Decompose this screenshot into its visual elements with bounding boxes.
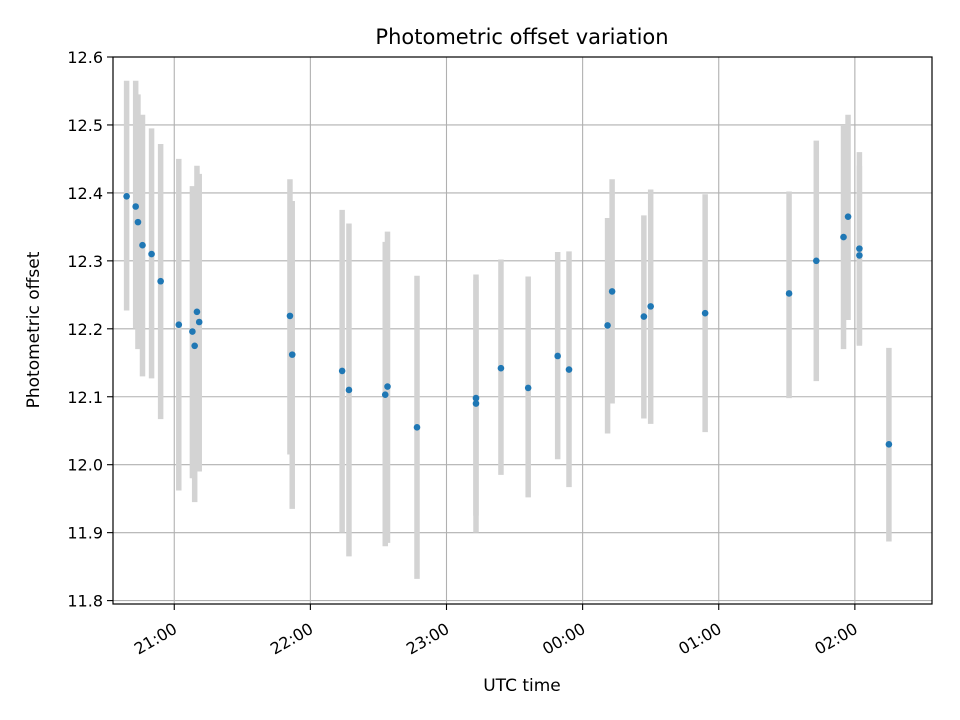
data-point <box>640 313 648 320</box>
data-point <box>288 351 296 358</box>
data-point <box>148 250 155 258</box>
data-point <box>844 213 852 220</box>
data-point <box>191 342 198 350</box>
data-point <box>286 312 294 320</box>
data-point <box>139 241 146 249</box>
y-tick-label: 12.6 <box>67 48 103 67</box>
data-point <box>554 352 561 360</box>
data-point <box>384 383 391 390</box>
data-point <box>338 367 346 375</box>
y-axis-ticks: 11.8 11.9 12.0 12.1 12.2 12.3 12.4 12.5 12.6 <box>67 48 113 611</box>
data-point <box>193 308 201 316</box>
data-point <box>345 386 353 394</box>
plot-area-background <box>113 57 932 604</box>
y-tick-label: 12.5 <box>67 116 103 135</box>
y-tick-label: 11.8 <box>67 592 103 611</box>
data-point <box>856 252 863 259</box>
data-point <box>175 321 183 329</box>
data-points <box>123 192 893 448</box>
data-point <box>565 366 573 373</box>
data-point <box>195 318 203 326</box>
data-point <box>497 364 505 372</box>
data-point <box>524 384 532 392</box>
y-tick-label: 12.3 <box>67 252 103 271</box>
data-point <box>785 290 793 297</box>
data-point <box>413 424 421 431</box>
data-point <box>647 303 654 310</box>
data-point <box>840 233 847 241</box>
data-point <box>189 328 196 335</box>
data-point <box>608 288 616 295</box>
y-axis-label: Photometric offset <box>24 251 44 408</box>
data-point <box>604 322 611 329</box>
y-tick-label: 12.4 <box>67 184 103 203</box>
y-tick-label: 12.2 <box>67 320 103 339</box>
plot-frame <box>112 56 933 605</box>
data-point <box>856 245 863 252</box>
data-point <box>134 218 142 226</box>
x-axis-label: UTC time <box>483 676 561 696</box>
y-tick-label: 12.1 <box>67 388 103 407</box>
data-point <box>123 192 130 200</box>
data-point <box>472 394 480 402</box>
data-point <box>132 203 139 210</box>
y-tick-label: 11.9 <box>67 524 103 543</box>
y-tick-label: 12.0 <box>67 456 103 475</box>
data-point <box>381 391 389 399</box>
data-point <box>157 277 164 285</box>
data-point <box>885 441 893 448</box>
data-point <box>812 257 820 265</box>
data-point <box>701 309 709 317</box>
chart-title: Photometric offset variation <box>375 25 668 49</box>
data-point <box>472 400 480 407</box>
